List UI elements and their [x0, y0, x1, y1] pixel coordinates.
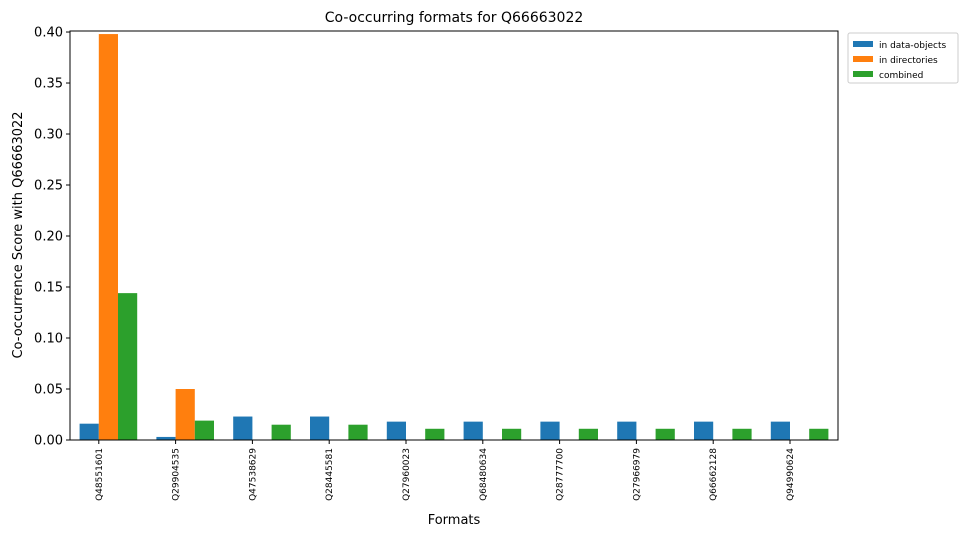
x-tick-label: Q28445581	[325, 448, 335, 501]
bar-3-Q47538629	[271, 424, 291, 440]
bar-3-Q68480634	[502, 428, 522, 440]
bars-group	[79, 34, 829, 441]
y-tick-label: 0.20	[34, 230, 63, 245]
bar-1-Q27960023	[386, 421, 406, 440]
x-tick-label: Q47538629	[248, 448, 258, 501]
bar-1-Q48551601	[79, 423, 99, 440]
bar-3-Q28445581	[348, 424, 368, 440]
bar-3-Q27966979	[655, 428, 675, 440]
y-axis-label: Co-occurrence Score with Q66663022	[11, 111, 26, 358]
legend-swatch	[853, 41, 873, 47]
bar-3-Q94990624	[809, 428, 829, 440]
bar-3-Q29904535	[194, 420, 214, 440]
legend-box	[847, 32, 959, 84]
bar-2-Q48551601	[98, 34, 118, 441]
legend-swatch	[853, 56, 873, 62]
x-axis-label: Formats	[428, 513, 481, 528]
y-axis: 0.00 0.05 0.10 0.15 0.20 0.25 0.30 0.35 0.40	[34, 26, 70, 449]
y-tick-label: 0.05	[34, 383, 63, 398]
y-tick-label: 0.00	[34, 434, 63, 449]
x-tick-label: Q94990624	[786, 448, 796, 501]
y-tick-label: 0.30	[34, 128, 63, 143]
bar-2-Q29904535	[175, 389, 195, 440]
legend-label: in directories	[879, 56, 938, 66]
legend-label: in data-objects	[879, 41, 946, 51]
legend-swatch	[853, 71, 873, 77]
bar-3-Q27960023	[425, 428, 445, 440]
bar-1-Q29904535	[156, 436, 176, 440]
bar-1-Q68480634	[463, 421, 483, 440]
y-tick-label: 0.15	[34, 281, 63, 296]
bar-1-Q94990624	[770, 421, 790, 440]
bar-1-Q27966979	[617, 421, 637, 440]
chart-title: Co-occurring formats for Q66663022	[325, 10, 584, 26]
x-axis: Q48551601 Q29904535 Q47538629 Q28445581 Q279…	[95, 440, 796, 501]
x-tick-label: Q27966979	[632, 448, 642, 501]
bar-1-Q28445581	[310, 416, 330, 440]
x-tick-label: Q48551601	[95, 448, 105, 501]
bar-3-Q66662128	[732, 428, 752, 440]
bar-1-Q66662128	[694, 421, 714, 440]
x-tick-label: Q66662128	[709, 448, 719, 501]
y-tick-label: 0.25	[34, 179, 63, 194]
y-tick-label: 0.40	[34, 26, 63, 41]
y-tick-label: 0.10	[34, 332, 63, 347]
x-tick-label: Q68480634	[479, 448, 489, 501]
bar-3-Q48551601	[118, 293, 138, 440]
bar-3-Q28777700	[578, 428, 598, 440]
x-tick-label: Q29904535	[172, 448, 182, 501]
legend: in data-objects in directories combined	[847, 32, 959, 84]
x-tick-label: Q28777700	[556, 448, 566, 501]
x-tick-label: Q27960023	[402, 448, 412, 501]
bar-1-Q28777700	[540, 421, 560, 440]
y-tick-label: 0.35	[34, 77, 63, 92]
plot-frame	[69, 30, 839, 441]
bar-1-Q47538629	[233, 416, 253, 440]
legend-label: combined	[879, 71, 923, 81]
